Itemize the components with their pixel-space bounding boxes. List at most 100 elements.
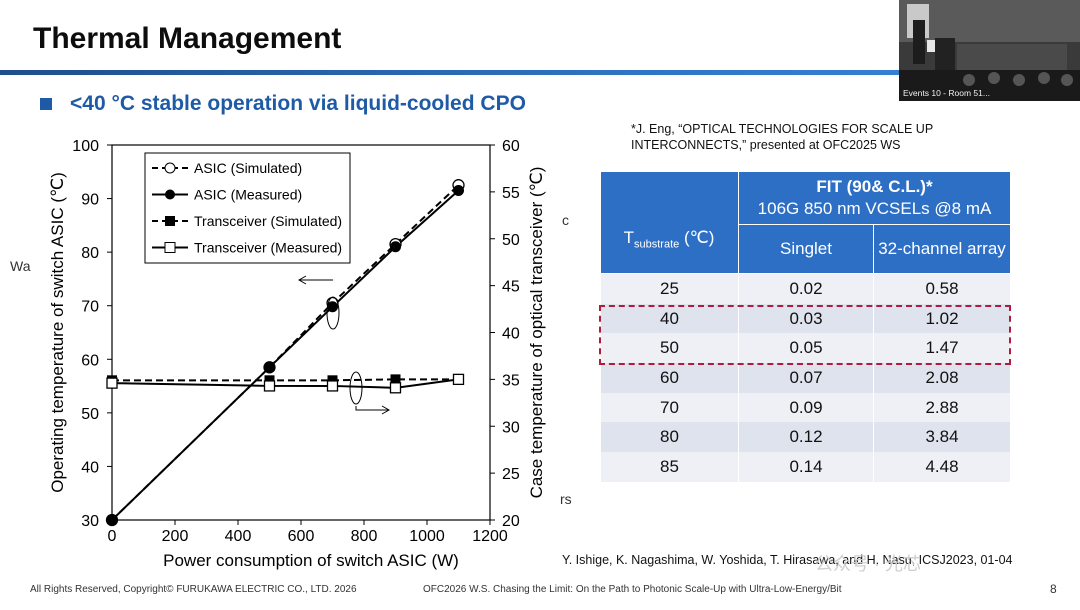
arrow-head-right — [381, 405, 391, 415]
cell-array: 4.48 — [873, 452, 1011, 482]
col-temp-main: T — [623, 228, 634, 247]
title-divider — [0, 70, 1080, 75]
reference-top: *J. Eng, “OPTICAL TECHNOLOGIES FOR SCALE… — [631, 122, 933, 152]
y-left-tick-label: 40 — [81, 459, 99, 476]
legend-marker — [164, 162, 176, 174]
y-right-tick-label: 25 — [502, 466, 520, 483]
cell-singlet: 0.12 — [738, 422, 874, 453]
data-point — [326, 380, 339, 392]
table-row: 70 0.09 2.88 — [600, 392, 1011, 423]
x-tick-label: 400 — [225, 528, 252, 545]
table-row: 25 0.02 0.58 — [600, 273, 1011, 304]
y-right-tick-label: 50 — [502, 232, 520, 249]
x-axis-label: Power consumption of switch ASIC (W) — [163, 551, 459, 570]
cell-temp: 40 — [600, 303, 739, 334]
legend-label: ASIC (Simulated) — [194, 160, 302, 176]
y-left-tick-label: 70 — [81, 299, 99, 316]
slide-title: Thermal Management — [33, 22, 342, 55]
cell-singlet: 0.05 — [738, 333, 874, 364]
stray-text-right-top: c — [562, 212, 569, 228]
cell-temp: 70 — [600, 392, 739, 423]
cell-array: 2.88 — [873, 392, 1011, 423]
col-singlet: Singlet — [738, 224, 874, 274]
video-caption: Events 10 - Room 51... — [903, 88, 990, 98]
y-left-tick-label: 80 — [81, 245, 99, 262]
arrow-head-left — [297, 275, 307, 285]
legend-marker — [165, 216, 175, 226]
col-temperature: Tsubstrate (℃) — [601, 225, 737, 271]
table-row: 85 0.14 4.48 — [600, 452, 1011, 482]
data-point — [264, 361, 275, 373]
reference-bottom: Y. Ishige, K. Nagashima, W. Yoshida, T. … — [562, 553, 1013, 567]
cell-array: 0.58 — [873, 273, 1011, 304]
y-left-tick-label: 60 — [81, 352, 99, 369]
legend-label: Transceiver (Simulated) — [194, 213, 342, 229]
bullet-square-icon — [40, 98, 52, 110]
cell-singlet: 0.14 — [738, 452, 874, 482]
highlight-box — [599, 305, 1011, 365]
fit-header-subtitle: 106G 850 nm VCSELs @8 mA — [757, 199, 992, 218]
y-right-tick-label: 55 — [502, 185, 520, 202]
arrow-to-right-axis — [355, 406, 388, 411]
y-right-tick-label: 20 — [502, 513, 520, 530]
fit-header-title: FIT (90& C.L.)* — [816, 177, 933, 196]
table-row: 80 0.12 3.84 — [600, 422, 1011, 453]
cell-array: 3.84 — [873, 422, 1011, 453]
data-point — [452, 373, 465, 386]
y-right-tick-label: 35 — [502, 372, 520, 389]
table-row: 60 0.07 2.08 — [600, 363, 1011, 393]
y-right-axis-label: Case temperature of optical transceiver … — [527, 167, 546, 499]
stray-text-left: Wa — [10, 258, 31, 274]
data-point — [390, 241, 401, 253]
cell-array: 1.47 — [873, 333, 1011, 364]
data-point — [389, 382, 402, 394]
x-tick-label: 200 — [162, 528, 189, 545]
legend-marker — [164, 242, 176, 253]
col-temp-sub: substrate — [634, 238, 680, 251]
fit-table: FIT (90& C.L.)* 106G 850 nm VCSELs @8 mA… — [600, 171, 1011, 482]
col-temp-unit: (℃) — [679, 228, 715, 247]
data-point — [106, 514, 118, 526]
cell-temp: 85 — [600, 452, 739, 482]
chart-legend: ASIC (Simulated) ASIC (Measured) Transceiv… — [144, 152, 351, 264]
legend-label: ASIC (Measured) — [194, 187, 302, 203]
footer-workshop: OFC2026 W.S. Chasing the Limit: On the P… — [423, 584, 842, 595]
x-tick-label: 800 — [351, 528, 378, 545]
data-point — [390, 374, 401, 385]
cell-temp: 80 — [600, 422, 739, 453]
conference-room-image — [899, 0, 1080, 101]
page-number: 8 — [1050, 582, 1057, 596]
footer-copyright: All Rights Reserved, Copyright© FURUKAWA… — [30, 584, 357, 595]
fit-table-body: 25 0.02 0.58 40 0.03 1.02 50 0.05 1.47 60 0.07 2.08… — [600, 273, 1011, 482]
y-left-tick-label: 50 — [81, 406, 99, 423]
stray-text-right-bottom: rs — [560, 491, 572, 507]
y-left-tick-label: 90 — [81, 192, 99, 209]
data-point — [263, 380, 276, 392]
legend-box — [144, 152, 351, 264]
legend-marker — [165, 189, 175, 200]
series-line-3 — [111, 378, 459, 389]
slide-subtitle: <40 °C stable operation via liquid-coole… — [70, 92, 526, 115]
y-left-axis-label: Operating temperature of switch ASIC (℃) — [48, 172, 67, 493]
group-ellipse-transceiver — [349, 371, 363, 405]
x-tick-label: 0 — [108, 528, 117, 545]
chart-axes: 0 200 400 600 800 1000 1200 30 40 50 60 70 80 90 100 20… — [48, 138, 546, 570]
data-point — [327, 301, 338, 313]
x-tick-label: 1000 — [409, 528, 445, 545]
col-32ch-array: 32-channel array — [873, 224, 1011, 274]
y-left-tick-label: 30 — [81, 513, 99, 530]
thermal-chart: 0 200 400 600 800 1000 1200 30 40 50 60 70 80 90 100 20… — [48, 138, 546, 570]
data-point — [106, 377, 118, 389]
watermark: 公众号 · 光芯 — [815, 554, 921, 574]
cell-temp: 25 — [600, 273, 739, 304]
cell-array: 1.02 — [873, 303, 1011, 334]
cell-singlet: 0.07 — [738, 363, 874, 393]
legend-label: Transceiver (Measured) — [194, 240, 342, 256]
table-header-fit: FIT (90& C.L.)* 106G 850 nm VCSELs @8 mA — [738, 171, 1011, 225]
speaker-video-thumbnail[interactable]: Events 10 - Room 51... — [899, 0, 1080, 101]
table-row: 40 0.03 1.02 — [600, 303, 1011, 334]
cell-temp: 60 — [600, 363, 739, 393]
y-right-tick-label: 60 — [502, 138, 520, 155]
cell-array: 2.08 — [873, 363, 1011, 393]
y-right-tick-label: 30 — [502, 419, 520, 436]
